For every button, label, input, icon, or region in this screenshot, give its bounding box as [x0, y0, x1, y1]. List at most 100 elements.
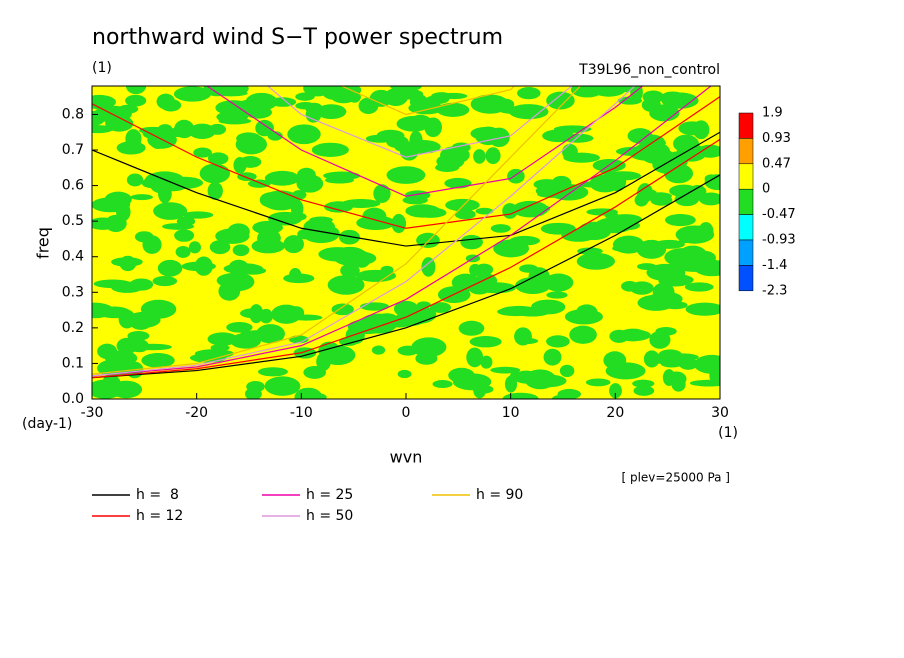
field-blob	[235, 134, 267, 155]
field-blob	[685, 302, 720, 316]
field-blob	[589, 174, 621, 193]
y-tick-label: 0.8	[62, 106, 84, 122]
field-blob	[125, 86, 147, 95]
field-blob	[127, 330, 150, 341]
field-blob	[340, 263, 360, 278]
field-blob	[559, 364, 575, 378]
field-blob	[255, 119, 274, 137]
field-blob	[553, 125, 592, 133]
field-blob	[252, 220, 283, 235]
colorbar-label: 0.47	[762, 156, 791, 171]
field-blob	[665, 151, 689, 170]
field-blob	[490, 366, 521, 374]
field-blob	[469, 263, 482, 277]
field-blob	[140, 299, 177, 319]
field-blob	[226, 322, 253, 333]
field-blob	[245, 92, 278, 111]
dispersion-curve	[92, 131, 720, 247]
field-blob	[338, 229, 360, 245]
field-blob	[562, 133, 594, 143]
field-blob	[664, 213, 696, 227]
field-blob	[316, 104, 347, 120]
field-blob	[181, 261, 216, 272]
field-blob	[118, 309, 136, 329]
colorbar-box	[738, 239, 754, 266]
field-blob	[508, 104, 549, 120]
field-blob	[689, 379, 720, 387]
colorbar-box	[738, 188, 754, 215]
field-blob	[649, 330, 671, 349]
dispersion-curve	[92, 86, 582, 375]
field-blob	[693, 250, 716, 266]
field-blob	[129, 339, 149, 353]
x-tick-label: 0	[402, 405, 411, 421]
field-blob	[609, 329, 629, 343]
field-blob	[220, 272, 255, 292]
y-unit: (day-1)	[22, 416, 72, 432]
field-blob	[467, 279, 492, 295]
field-blob	[294, 387, 323, 399]
field-blob	[141, 353, 175, 368]
legend-label: h = 8	[136, 487, 179, 503]
colorbar-label: 1.9	[762, 106, 783, 121]
field-blob	[637, 263, 657, 271]
field-blob	[684, 282, 714, 292]
dispersion-curve	[92, 174, 720, 379]
field-blob	[209, 240, 231, 255]
field-blob	[240, 308, 264, 319]
x-tick-label: -20	[185, 405, 208, 421]
field-blob	[530, 374, 567, 388]
field-blob	[445, 198, 480, 212]
field-blob	[504, 375, 518, 393]
field-blob	[643, 350, 660, 368]
field-blob	[142, 235, 162, 254]
field-blob	[563, 152, 600, 163]
field-blob	[404, 190, 431, 200]
field-blob	[405, 139, 441, 154]
field-blob	[175, 245, 191, 258]
field-blob	[245, 387, 262, 399]
dispersion-curve	[206, 86, 644, 197]
field-blob	[207, 332, 238, 346]
field-blob	[609, 383, 622, 399]
y-tick-label: 0.2	[62, 320, 84, 336]
field-blob	[641, 97, 661, 112]
field-blob	[576, 252, 616, 270]
field-blob	[347, 319, 388, 335]
field-blob	[458, 320, 485, 336]
note: [ plev=25000 Pa ]	[621, 471, 730, 485]
field-blob	[416, 232, 440, 248]
field-blob	[397, 369, 412, 379]
field-blob	[327, 275, 365, 295]
dispersion-curve	[92, 96, 720, 229]
field-blob	[160, 182, 186, 192]
chart-title: northward wind S−T power spectrum	[92, 25, 503, 50]
colorbar-box	[738, 214, 754, 241]
field-blob	[692, 120, 710, 140]
field-blob	[454, 209, 476, 220]
y-axis-label: freq	[34, 227, 53, 259]
x-tick-label: -30	[81, 405, 104, 421]
field-blob	[207, 152, 229, 165]
dispersion-curve	[92, 86, 636, 377]
dispersion-curve	[340, 86, 516, 116]
field-blob	[480, 355, 493, 369]
field-blob	[671, 377, 686, 392]
field-blob	[537, 190, 569, 198]
field-blob	[490, 224, 511, 233]
field-blob	[207, 181, 223, 200]
field-blob	[157, 259, 183, 277]
field-blob	[160, 99, 182, 112]
field-blob	[470, 127, 501, 141]
field-blob	[515, 277, 551, 295]
field-blob	[162, 223, 195, 230]
field-blob	[125, 94, 147, 107]
y-tick-label: 0.0	[62, 391, 84, 407]
field-blob	[228, 259, 249, 276]
field-blob	[664, 248, 702, 267]
y-tick-label: 0.1	[62, 355, 84, 371]
legend-label: h = 12	[136, 508, 183, 524]
field-blob	[524, 204, 551, 214]
field-blob	[612, 235, 645, 254]
field-blob	[630, 86, 643, 102]
